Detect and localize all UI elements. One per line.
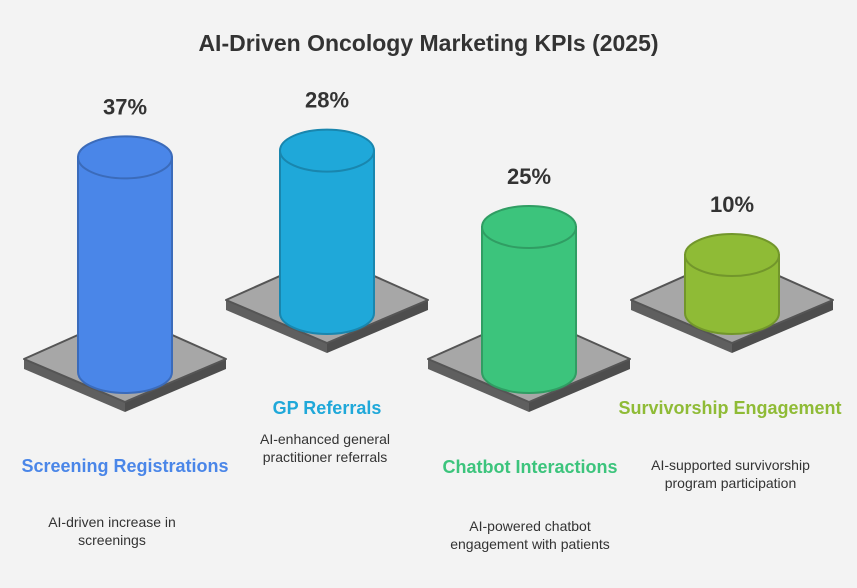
value-label-survivorship: 10% [710, 192, 754, 217]
bar-screening [77, 156, 173, 394]
kpi-desc-screening: AI-driven increase in screenings [48, 514, 176, 548]
bar-top-survivorship [684, 233, 780, 277]
kpi-label-survivorship: Survivorship Engagement [618, 398, 842, 418]
kpi-label-screening: Screening Registrations [21, 456, 229, 476]
base-right-side-chatbot [529, 359, 630, 412]
bar-gp-referrals [279, 149, 375, 335]
bar-top-gp-referrals [279, 128, 375, 173]
bar-chatbot [481, 226, 577, 394]
kpi-label-chatbot: Chatbot Interactions [442, 457, 618, 477]
kpi-desc-gp-referrals: AI-enhanced general practitioner referra… [260, 431, 390, 465]
base-right-side-gp-referrals [327, 300, 428, 353]
value-label-gp-referrals: 28% [305, 88, 349, 113]
bar-top-screening [77, 135, 173, 180]
kpi-desc-survivorship: AI-supported survivorship program partic… [651, 457, 810, 491]
value-label-chatbot: 25% [507, 164, 551, 189]
kpi-desc-chatbot: AI-powered chatbot engagement with patie… [450, 518, 610, 552]
bar-top-chatbot [481, 205, 577, 249]
value-label-screening: 37% [103, 94, 147, 119]
base-left-side-survivorship [631, 300, 732, 353]
base-right-side-screening [125, 359, 226, 412]
base-right-side-survivorship [732, 300, 833, 353]
base-left-side-gp-referrals [226, 300, 327, 353]
base-left-side-screening [24, 359, 125, 412]
chart-title: AI-Driven Oncology Marketing KPIs (2025) [198, 30, 659, 56]
bar-survivorship [684, 254, 780, 335]
base-left-side-chatbot [428, 359, 529, 412]
kpi-label-gp-referrals: GP Referrals [272, 398, 382, 418]
